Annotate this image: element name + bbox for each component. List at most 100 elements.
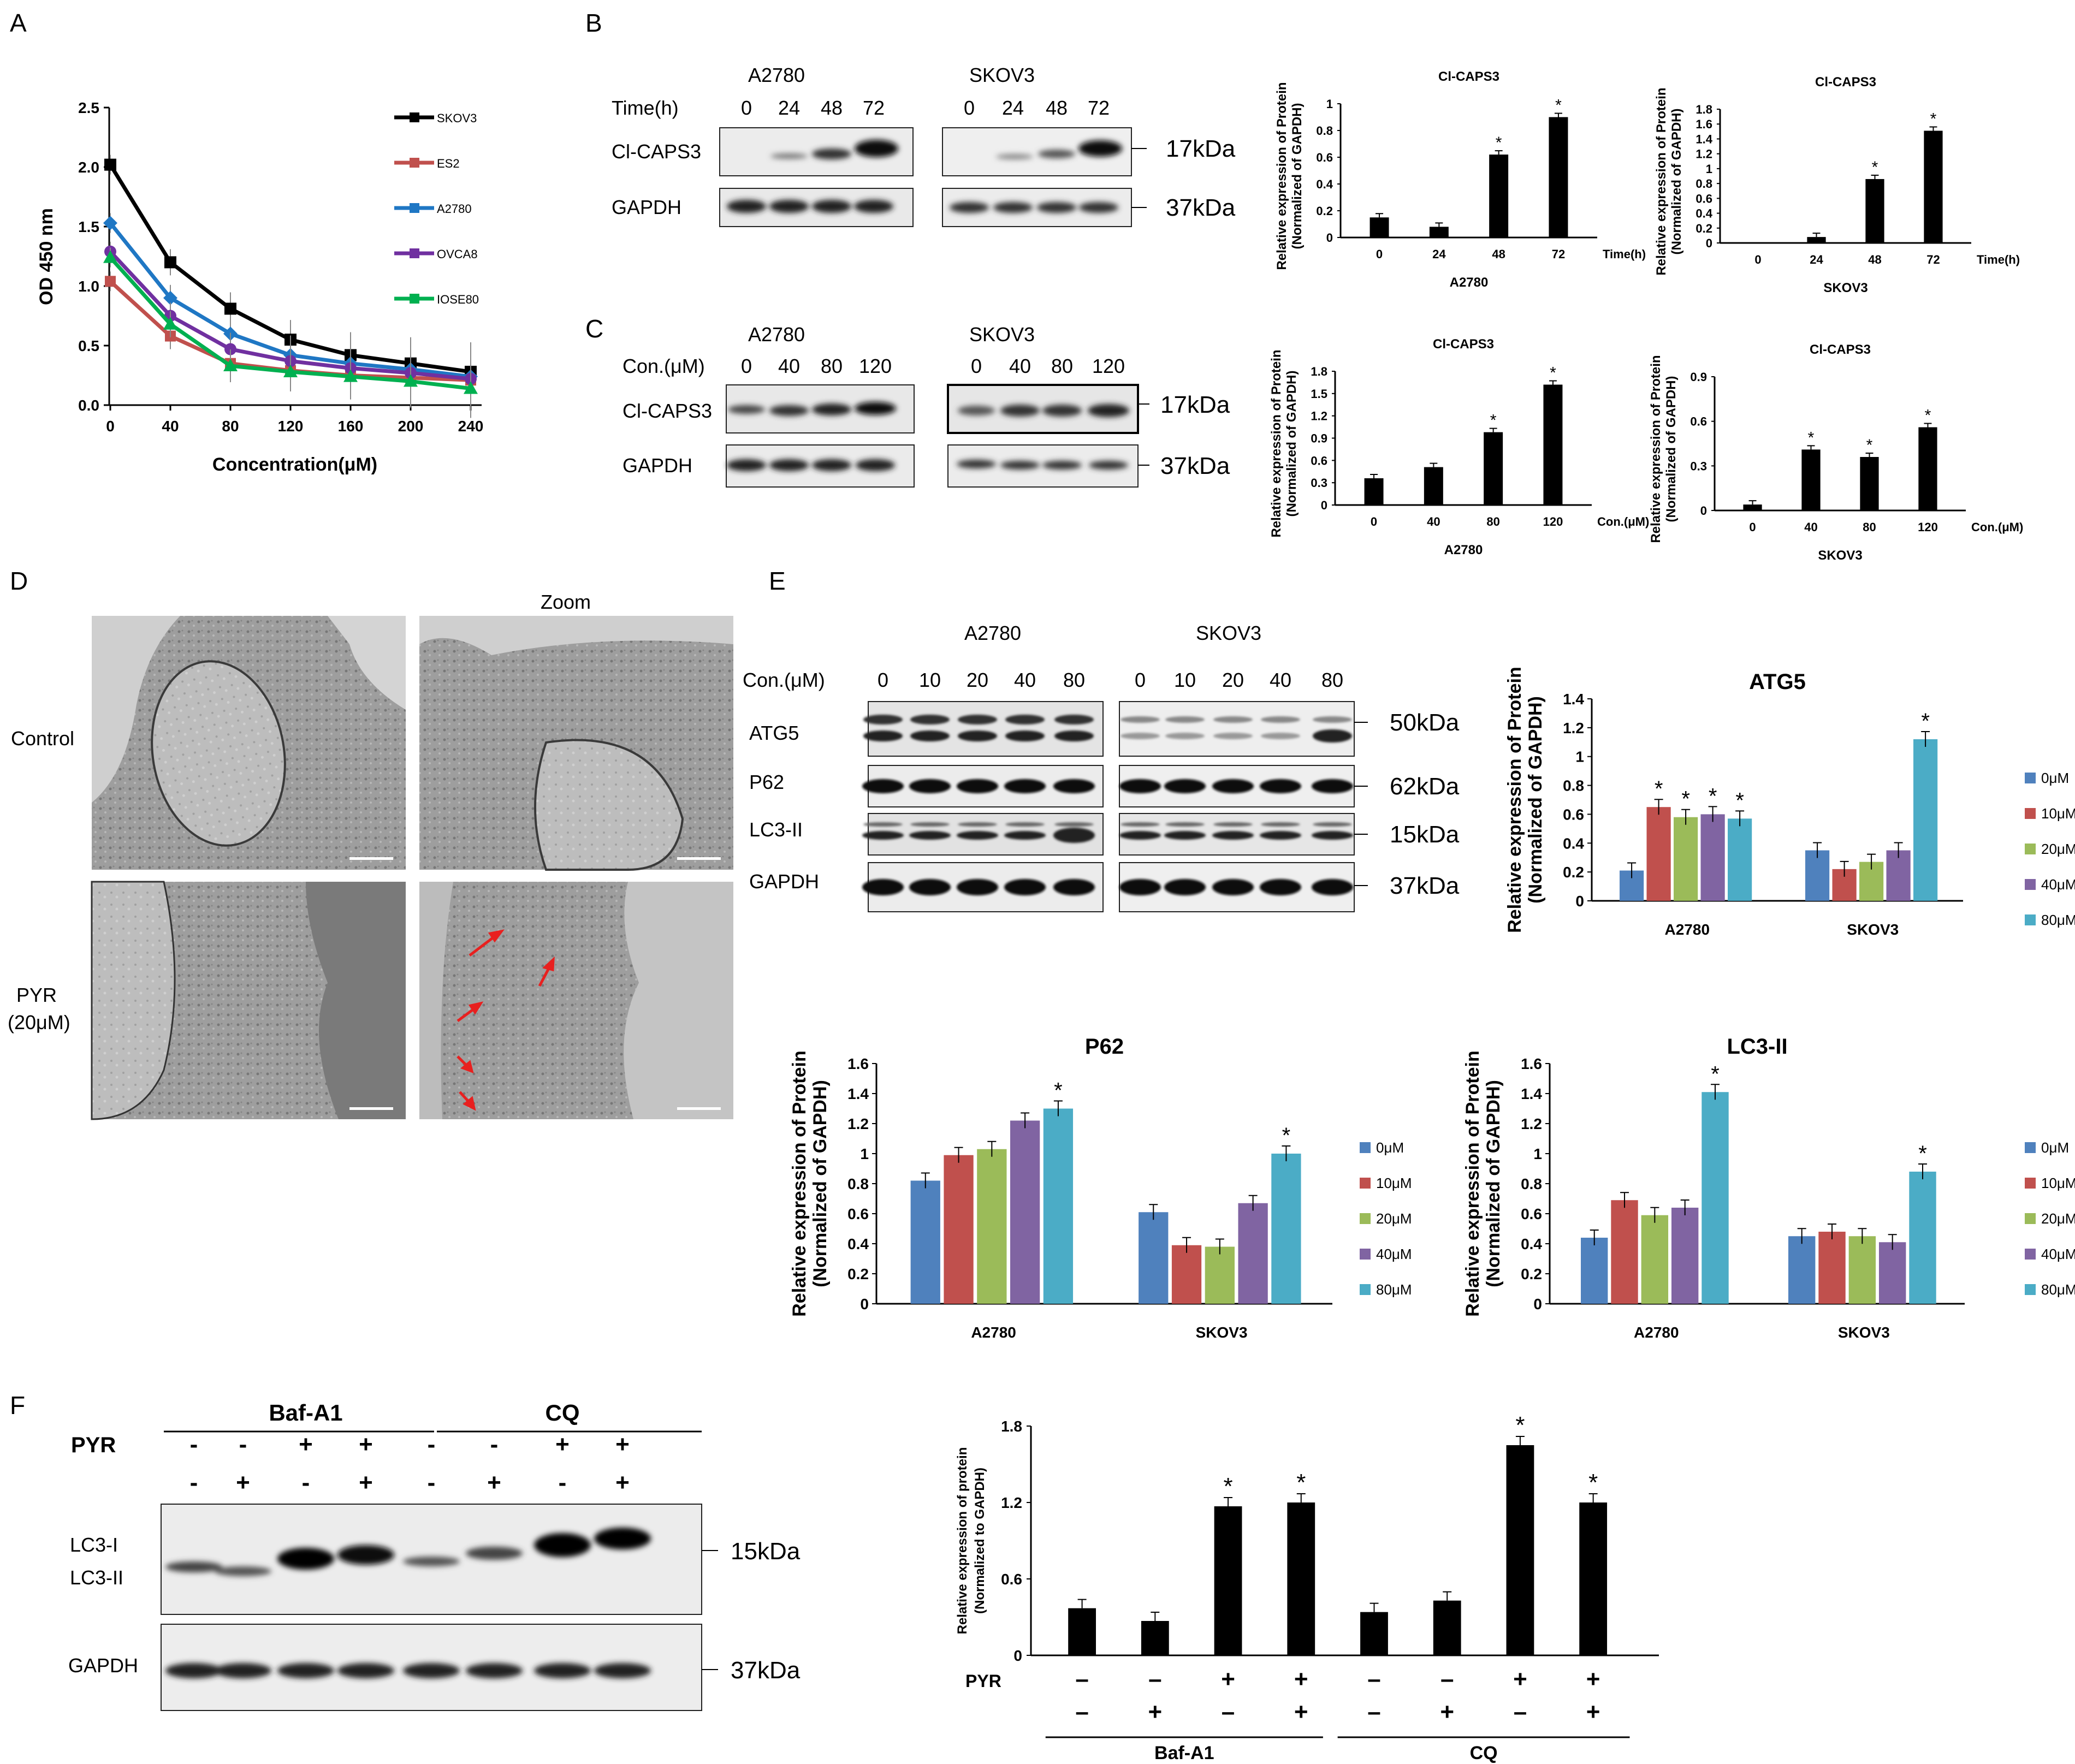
blot-e-skov3-lane-label: 80 [1321,669,1343,691]
chart-a-xtick-label: 80 [222,418,239,435]
chart-legend-swatch [1360,1284,1371,1295]
blot-b-time-label: Time(h) [612,97,679,119]
chart-y-label-units: (Normalized of GAPDH) [1284,370,1299,516]
blot-e-p62-band [1260,779,1301,793]
chart-x-unit: Time(h) [1977,253,2020,266]
blot-c-con-0: 0 [741,355,752,377]
chart-a-legend-marker [410,112,419,122]
chart-bar [1010,1121,1040,1304]
blot-e-gapdh-band [1312,879,1353,895]
blot-e-p62-band [1053,779,1095,793]
blot-c-con-120: 120 [859,355,892,377]
chart-bar [1807,237,1825,243]
blot-e-kda-15: 15kDa [1390,821,1460,848]
chart-ytick-label: 0.8 [1316,124,1333,138]
blot-e-kda-37: 37kDa [1390,872,1460,899]
chart-significance-star: * [1808,429,1815,447]
chart-xtick-label: 0 [1749,520,1756,534]
chart-xtick-label: A2780 [1665,921,1710,938]
blot-f-pyr-sign: + [359,1431,373,1458]
chart-bar [1271,1154,1301,1304]
chart-ytick-label: 1.6 [1695,117,1712,131]
chart-legend-swatch [2025,808,2036,819]
chart-y-label: Relative expression of Protein [789,1050,810,1317]
chart-pyr-sign: – [1367,1666,1380,1692]
blot-e-atg5-band [1313,729,1352,743]
chart-a-legend-label: A2780 [437,202,472,216]
chart-bar [977,1149,1006,1304]
chart-significance-star: * [1918,1142,1927,1166]
blot-e-atg5-band [1213,716,1253,723]
blot-e-lc3-band [910,822,950,827]
chart-ytick-label: 1.4 [1563,691,1584,708]
chart-ytick-label: 1 [1706,162,1712,176]
blot-e-atg5-band [1054,730,1094,741]
blot-e-kda-50: 50kDa [1390,709,1460,736]
chart-bar [1579,1502,1607,1655]
chart-x-label: SKOV3 [1818,548,1862,563]
blot-e-lc3-band [862,831,904,840]
chart-significance-star: * [1872,158,1878,176]
panel-label-f: F [10,1391,25,1419]
chart-legend-label: 80μM [2041,1281,2075,1298]
blot-e-atg5-band [1261,733,1300,739]
chart-xtick-label: 24 [1810,253,1823,266]
blot-f-lc3i: LC3-I [70,1534,118,1556]
blot-e-p62-band [1312,779,1353,793]
chart-bar [1674,817,1698,901]
chart-bar [1788,1236,1815,1304]
chart-a-x-label: Concentration(μM) [212,454,377,475]
chart-legend-label: 10μM [2041,1175,2075,1191]
chart-ytick-label: 0.8 [1521,1175,1542,1192]
chart-ytick-label: 0.8 [1695,177,1712,191]
blot-f-inhibitor-sign: + [359,1469,373,1496]
chart-ytick-label: 0 [1013,1647,1022,1664]
chart-pyr-sign: + [1221,1666,1235,1692]
blot-f-pyr-sign: - [190,1431,198,1458]
blot-c: A2780 SKOV3 Con.(μM) 0 40 80 120 0 40 80… [622,323,1230,487]
blot-c-kda-17: 17kDa [1160,391,1230,418]
chart-a-xtick-label: 240 [458,418,484,435]
blot-f-gapdh-band [594,1663,651,1678]
chart-xtick-label: 120 [1918,520,1938,534]
chart-title: Cl-CAPS3 [1438,69,1499,84]
chart-y-label-units: (Normalized of GAPDH) [1483,1080,1504,1287]
chart-bar [1549,117,1568,238]
chart-a-ytick-label: 0.5 [78,337,99,354]
blot-f-gapdh-band [277,1663,334,1678]
chart-legend-label: 10μM [1376,1175,1412,1191]
chart-ytick-label: 1 [860,1145,869,1162]
blot-e-gapdh-band [1260,879,1301,895]
chart-ytick-label: 0.8 [1563,777,1584,794]
blot-c-skov-con-120: 120 [1092,355,1125,377]
blot-e-atg5-band [910,730,950,741]
blot-e-lc3-band [957,831,998,840]
blot-e-atg5-band [1213,733,1253,739]
blot-e-lc3-band [1165,822,1205,827]
chart-ytick-label: 0.4 [847,1236,869,1252]
chart-ytick-label: 1.4 [1521,1085,1542,1102]
chart-bar [1702,1092,1728,1304]
blot-e-p62-band [1212,779,1254,793]
chart-bar [1205,1247,1235,1304]
chart-bar [1139,1212,1168,1304]
chart-significance-star: * [1711,1062,1720,1086]
chart-significance-star: * [1709,784,1717,808]
blot-e-atg5-band [958,715,997,724]
chart-significance-star: * [1282,1124,1291,1148]
chart-bar [1909,1172,1936,1304]
blot-f-gapdh-band [165,1663,222,1678]
chart-bar [1647,807,1671,901]
chart-legend-swatch [2025,1249,2036,1260]
chart-legend-label: 20μM [2041,841,2075,857]
blot-e-row-lc3ii: LC3-II [749,818,803,841]
panel-label-a: A [10,9,27,37]
chart-ytick-label: 0.3 [1690,459,1707,473]
blot-f-lc3-band [534,1533,591,1557]
blot-e-atg5-band [1261,716,1300,723]
blot-b-skov3-title: SKOV3 [969,64,1035,86]
chart-significance-star: * [1921,709,1930,733]
chart-pyr-sign: + [1294,1666,1308,1692]
chart-xtick-label: 40 [1427,515,1440,528]
blot-f-pyr-label: PYR [71,1433,116,1457]
